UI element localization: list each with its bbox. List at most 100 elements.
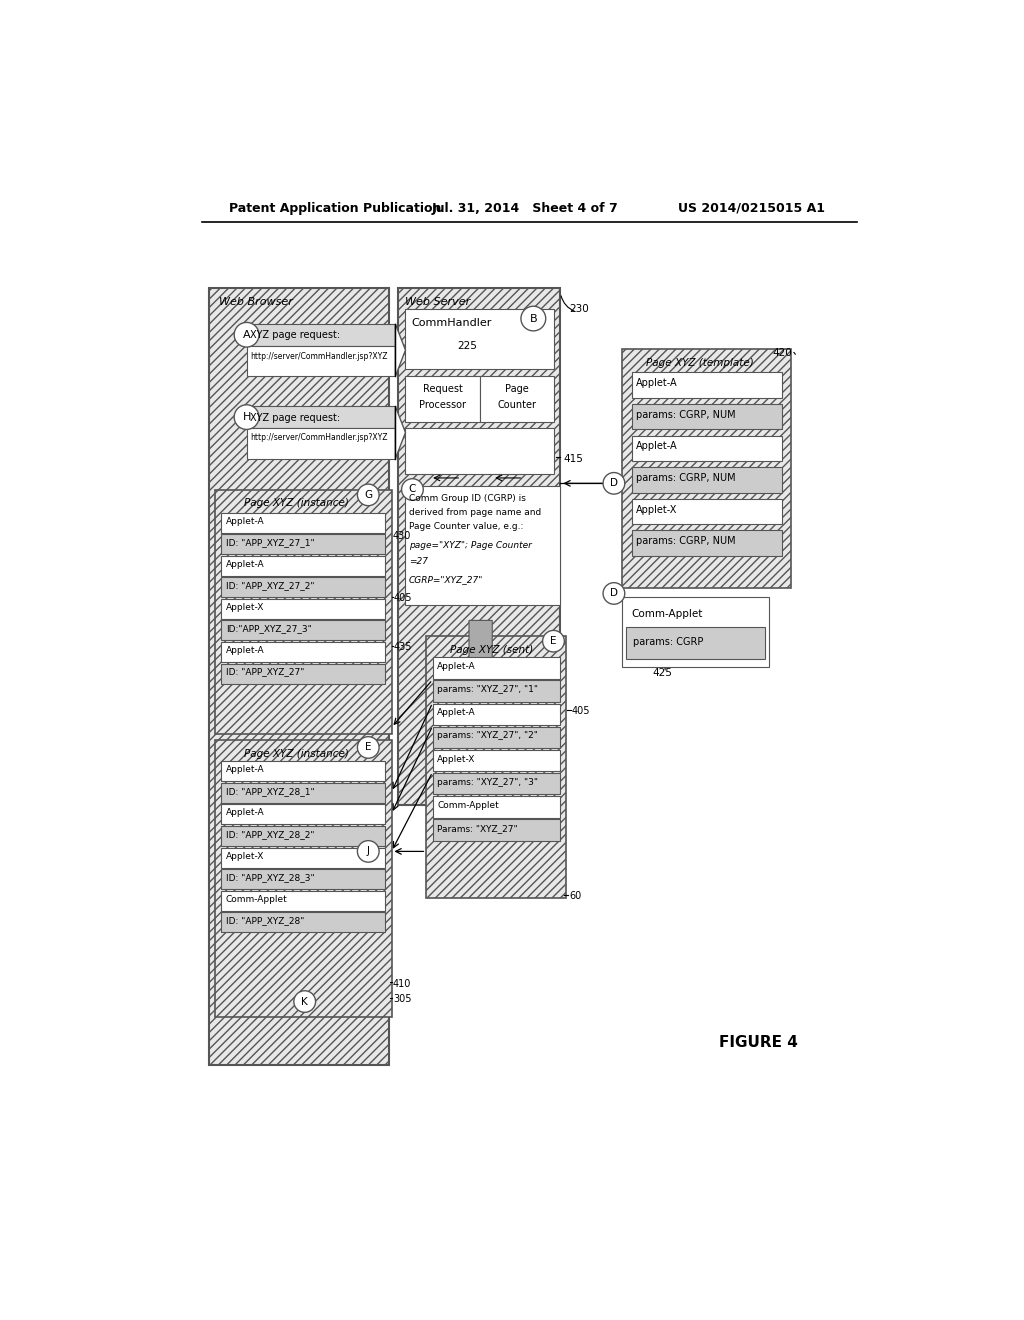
Circle shape bbox=[543, 631, 564, 652]
Text: params: CGRP, NUM: params: CGRP, NUM bbox=[636, 473, 736, 483]
Bar bbox=[406, 428, 554, 474]
Text: http://server/CommHandler.jsp?XYZ: http://server/CommHandler.jsp?XYZ bbox=[251, 433, 388, 442]
Bar bbox=[632, 531, 782, 556]
Text: Web Server: Web Server bbox=[406, 297, 471, 306]
Bar bbox=[221, 804, 385, 825]
Bar bbox=[632, 404, 782, 429]
Text: Applet-A: Applet-A bbox=[437, 663, 476, 671]
Bar bbox=[432, 796, 560, 817]
Bar bbox=[221, 891, 385, 911]
Circle shape bbox=[294, 991, 315, 1012]
Text: 415: 415 bbox=[563, 454, 584, 463]
Text: 230: 230 bbox=[569, 304, 590, 314]
Text: Page XYZ (instance): Page XYZ (instance) bbox=[245, 748, 349, 759]
Circle shape bbox=[357, 841, 379, 862]
Text: A: A bbox=[243, 330, 251, 339]
Bar bbox=[215, 739, 391, 1016]
Text: XYZ page request:: XYZ page request: bbox=[251, 413, 341, 422]
Text: Web Browser: Web Browser bbox=[219, 297, 293, 306]
Text: FIGURE 4: FIGURE 4 bbox=[719, 1035, 798, 1049]
Bar bbox=[432, 681, 560, 702]
Bar bbox=[221, 512, 385, 533]
Text: Comm Group ID (CGRP) is: Comm Group ID (CGRP) is bbox=[409, 494, 525, 503]
FancyArrow shape bbox=[464, 620, 497, 686]
Text: D: D bbox=[610, 589, 617, 598]
Text: H: H bbox=[243, 412, 251, 422]
Bar bbox=[623, 350, 792, 589]
Circle shape bbox=[521, 306, 546, 331]
Text: C: C bbox=[409, 484, 416, 495]
Text: Page Counter value, e.g.:: Page Counter value, e.g.: bbox=[409, 521, 523, 531]
Text: ID: "APP_XYZ_28_3": ID: "APP_XYZ_28_3" bbox=[225, 873, 314, 882]
Text: 425: 425 bbox=[653, 668, 673, 677]
Text: Applet-A: Applet-A bbox=[225, 560, 264, 569]
Text: Applet-X: Applet-X bbox=[225, 851, 264, 861]
Text: Applet-A: Applet-A bbox=[636, 441, 678, 451]
Text: Applet-X: Applet-X bbox=[636, 504, 678, 515]
Polygon shape bbox=[395, 323, 406, 376]
Text: Params: "XYZ_27": Params: "XYZ_27" bbox=[437, 824, 518, 833]
Text: http://server/CommHandler.jsp?XYZ: http://server/CommHandler.jsp?XYZ bbox=[251, 352, 388, 360]
Text: CGRP="XYZ_27": CGRP="XYZ_27" bbox=[409, 576, 483, 583]
Text: Applet-A: Applet-A bbox=[437, 709, 476, 717]
Text: Applet-A: Applet-A bbox=[225, 516, 264, 525]
Circle shape bbox=[357, 737, 379, 758]
Bar bbox=[221, 783, 385, 803]
Text: params: CGRP, NUM: params: CGRP, NUM bbox=[636, 409, 736, 420]
Bar bbox=[221, 642, 385, 663]
Polygon shape bbox=[395, 407, 406, 459]
Text: Applet-X: Applet-X bbox=[225, 603, 264, 611]
Text: page="XYZ"; Page Counter: page="XYZ"; Page Counter bbox=[409, 541, 531, 550]
Text: Comm-Applet: Comm-Applet bbox=[631, 610, 702, 619]
Text: K: K bbox=[301, 997, 308, 1007]
Bar bbox=[432, 750, 560, 771]
Text: Comm-Applet: Comm-Applet bbox=[437, 801, 499, 809]
Bar bbox=[626, 627, 765, 659]
Text: ID:"APP_XYZ_27_3": ID:"APP_XYZ_27_3" bbox=[225, 624, 311, 634]
Circle shape bbox=[401, 479, 423, 500]
Bar bbox=[404, 486, 560, 605]
Text: Page XYZ (template): Page XYZ (template) bbox=[646, 358, 754, 368]
Bar bbox=[221, 620, 385, 640]
Circle shape bbox=[603, 582, 625, 605]
Bar bbox=[247, 407, 395, 428]
Text: 60: 60 bbox=[569, 891, 582, 902]
Bar bbox=[221, 826, 385, 846]
Bar bbox=[632, 499, 782, 524]
Text: Applet-A: Applet-A bbox=[225, 645, 264, 655]
Bar bbox=[221, 599, 385, 619]
Text: D: D bbox=[610, 478, 617, 488]
Bar bbox=[221, 556, 385, 576]
Bar bbox=[221, 577, 385, 598]
Bar bbox=[247, 323, 395, 346]
Text: Applet-A: Applet-A bbox=[225, 808, 264, 817]
Text: E: E bbox=[550, 636, 557, 647]
Text: Comm-Applet: Comm-Applet bbox=[225, 895, 288, 904]
Bar bbox=[632, 436, 782, 461]
Text: 405: 405 bbox=[394, 593, 413, 603]
Bar bbox=[432, 704, 560, 725]
Text: ID: "APP_XYZ_27": ID: "APP_XYZ_27" bbox=[225, 668, 304, 676]
Circle shape bbox=[234, 322, 259, 347]
Bar bbox=[406, 375, 480, 422]
Text: Applet-A: Applet-A bbox=[636, 379, 678, 388]
Bar bbox=[426, 636, 566, 898]
Text: Jul. 31, 2014   Sheet 4 of 7: Jul. 31, 2014 Sheet 4 of 7 bbox=[431, 202, 618, 215]
Bar bbox=[432, 726, 560, 748]
Bar bbox=[432, 774, 560, 795]
Text: Request: Request bbox=[423, 384, 463, 395]
Text: Applet-A: Applet-A bbox=[225, 766, 264, 775]
Bar bbox=[247, 346, 395, 376]
Text: Processor: Processor bbox=[419, 400, 466, 409]
Text: US 2014/0215015 A1: US 2014/0215015 A1 bbox=[679, 202, 825, 215]
Text: Applet-X: Applet-X bbox=[437, 755, 475, 763]
Bar bbox=[622, 598, 769, 667]
Text: 225: 225 bbox=[458, 342, 477, 351]
Bar bbox=[221, 535, 385, 554]
Text: params: "XYZ_27", "2": params: "XYZ_27", "2" bbox=[437, 731, 538, 741]
Text: Patent Application Publication: Patent Application Publication bbox=[228, 202, 441, 215]
Text: Page XYZ (instance): Page XYZ (instance) bbox=[245, 499, 349, 508]
Bar bbox=[397, 288, 560, 805]
Text: B: B bbox=[529, 314, 538, 323]
Text: 420: 420 bbox=[773, 348, 793, 358]
